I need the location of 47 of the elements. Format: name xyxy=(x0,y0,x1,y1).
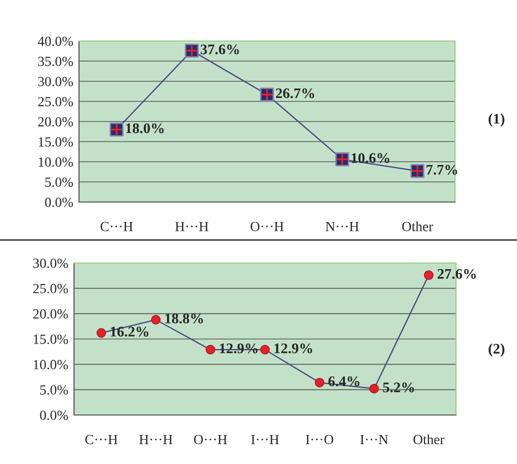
data-label: 6.4% xyxy=(328,376,360,386)
y-tick-label: 5.0% xyxy=(45,177,73,187)
x-tick-label: H···H xyxy=(175,222,208,232)
x-tick-label: Other xyxy=(402,221,434,232)
y-tick-label: 20.0% xyxy=(33,309,68,319)
y-tick-label: 25.0% xyxy=(38,96,73,106)
y-tick-label: 20.0% xyxy=(38,117,73,127)
y-tick-label: 25.0% xyxy=(33,284,68,294)
y-tick-label: 35.0% xyxy=(38,56,73,66)
text: (2) xyxy=(488,343,504,357)
data-label: 10.6% xyxy=(352,153,390,164)
point xyxy=(151,315,161,324)
point xyxy=(260,344,270,354)
point xyxy=(96,328,106,338)
data-label: 27.6% xyxy=(438,268,476,279)
x-tick-label: I···O xyxy=(306,434,334,444)
data-label: 16.2% xyxy=(110,326,148,337)
x-tick-label: I···N xyxy=(360,434,388,444)
x-tick-label: C···H xyxy=(85,434,118,444)
x-tick-label: H···H xyxy=(139,434,172,444)
x-tick-label: Other xyxy=(413,434,444,444)
point xyxy=(206,344,216,354)
x-tick-label: O···H xyxy=(194,434,227,444)
y-tick-label: 15.0% xyxy=(34,334,68,344)
data-label: 18.8% xyxy=(165,314,203,324)
x-tick-label: I···H xyxy=(251,434,279,444)
data-label: 12.9% xyxy=(274,343,312,354)
y-tick-label: 0.0% xyxy=(40,410,68,420)
text: (1) xyxy=(488,113,504,127)
y-tick-label: 15.0% xyxy=(38,137,73,147)
x-tick-label: N···H xyxy=(326,222,359,232)
point xyxy=(314,378,324,388)
point xyxy=(424,270,434,280)
y-tick-label: 10.0% xyxy=(34,360,68,370)
y-tick-label: 0.0% xyxy=(45,198,73,208)
data-label: 7.7% xyxy=(426,164,458,175)
point xyxy=(369,384,379,394)
y-tick-label: 10.0% xyxy=(38,157,73,167)
y-tick-label: 30.0% xyxy=(33,258,68,268)
y-tick-label: 40.0% xyxy=(38,36,73,46)
y-tick-label: 30.0% xyxy=(38,76,73,86)
y-tick-label: 5.0% xyxy=(40,385,68,395)
data-label: 37.6% xyxy=(200,44,239,54)
x-tick-label: C···H xyxy=(100,222,133,232)
data-label: 18.0% xyxy=(126,123,164,134)
data-label: 26.7% xyxy=(276,88,314,98)
x-tick-label: O···H xyxy=(250,222,284,232)
